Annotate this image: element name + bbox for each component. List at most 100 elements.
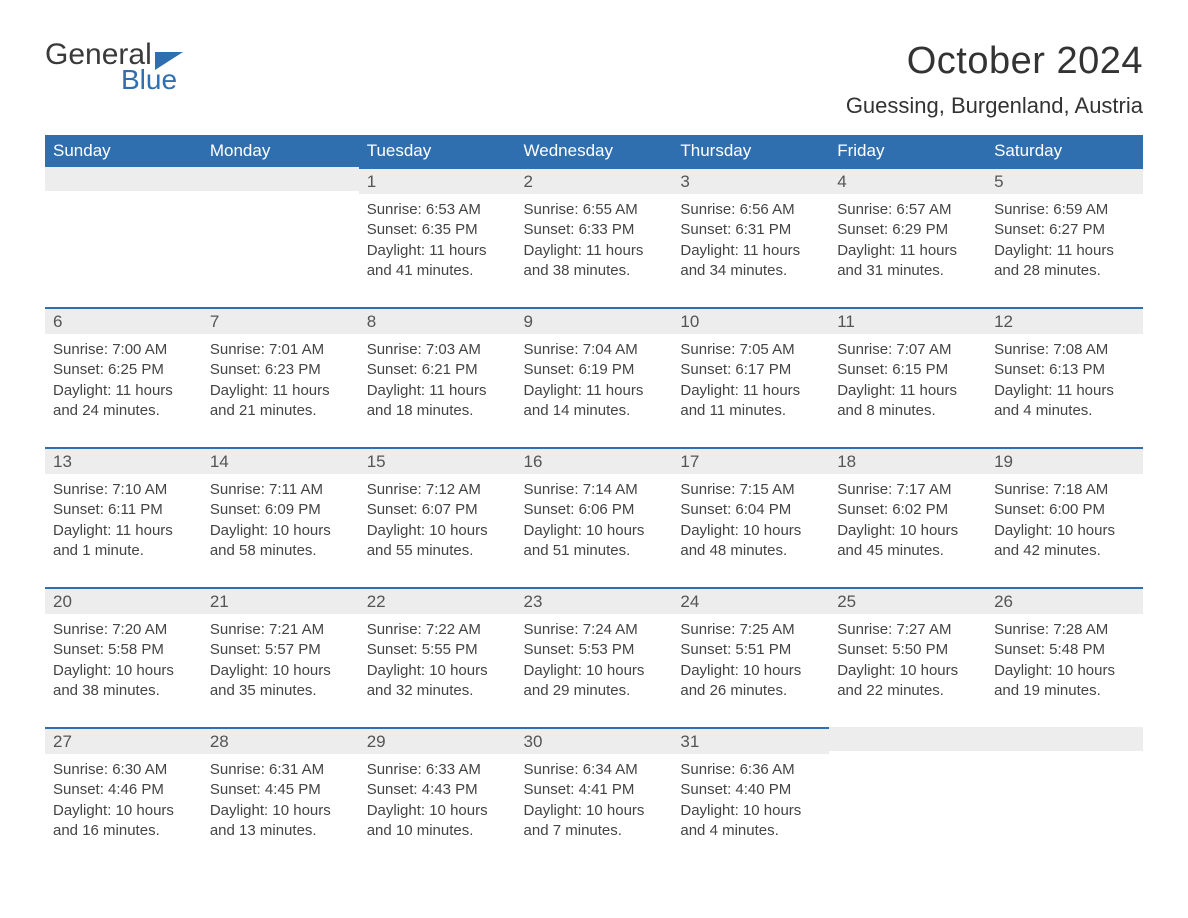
weekday-header: Friday [829, 135, 986, 167]
day-body: Sunrise: 7:04 AMSunset: 6:19 PMDaylight:… [516, 334, 673, 447]
sunset-line: Sunset: 6:17 PM [680, 360, 821, 380]
calendar-cell: 6Sunrise: 7:00 AMSunset: 6:25 PMDaylight… [45, 307, 202, 447]
day-number: 1 [359, 167, 516, 194]
day-body: Sunrise: 7:00 AMSunset: 6:25 PMDaylight:… [45, 334, 202, 447]
sunset-line: Sunset: 6:09 PM [210, 500, 351, 520]
daylight-line: Daylight: 10 hours and 16 minutes. [53, 801, 194, 842]
day-number: 17 [672, 447, 829, 474]
sunrise-line: Sunrise: 6:55 AM [524, 200, 665, 220]
sunset-line: Sunset: 5:48 PM [994, 640, 1135, 660]
calendar-cell: 20Sunrise: 7:20 AMSunset: 5:58 PMDayligh… [45, 587, 202, 727]
sunset-line: Sunset: 6:15 PM [837, 360, 978, 380]
empty-day [45, 167, 202, 191]
day-number: 8 [359, 307, 516, 334]
calendar-cell: 9Sunrise: 7:04 AMSunset: 6:19 PMDaylight… [516, 307, 673, 447]
sunrise-line: Sunrise: 7:05 AM [680, 340, 821, 360]
daylight-line: Daylight: 11 hours and 41 minutes. [367, 241, 508, 282]
daylight-line: Daylight: 11 hours and 28 minutes. [994, 241, 1135, 282]
daylight-line: Daylight: 11 hours and 21 minutes. [210, 381, 351, 422]
daylight-line: Daylight: 10 hours and 42 minutes. [994, 521, 1135, 562]
daylight-line: Daylight: 10 hours and 35 minutes. [210, 661, 351, 702]
calendar-cell [986, 727, 1143, 867]
sunrise-line: Sunrise: 7:24 AM [524, 620, 665, 640]
sunset-line: Sunset: 4:46 PM [53, 780, 194, 800]
day-body: Sunrise: 7:08 AMSunset: 6:13 PMDaylight:… [986, 334, 1143, 447]
day-body: Sunrise: 6:34 AMSunset: 4:41 PMDaylight:… [516, 754, 673, 867]
daylight-line: Daylight: 10 hours and 13 minutes. [210, 801, 351, 842]
day-body: Sunrise: 7:20 AMSunset: 5:58 PMDaylight:… [45, 614, 202, 727]
day-body: Sunrise: 7:18 AMSunset: 6:00 PMDaylight:… [986, 474, 1143, 587]
empty-day [986, 727, 1143, 751]
sunset-line: Sunset: 4:45 PM [210, 780, 351, 800]
calendar-cell: 16Sunrise: 7:14 AMSunset: 6:06 PMDayligh… [516, 447, 673, 587]
day-number: 19 [986, 447, 1143, 474]
sunset-line: Sunset: 6:11 PM [53, 500, 194, 520]
calendar-cell [45, 167, 202, 307]
calendar-cell: 10Sunrise: 7:05 AMSunset: 6:17 PMDayligh… [672, 307, 829, 447]
day-number: 15 [359, 447, 516, 474]
calendar-week-row: 1Sunrise: 6:53 AMSunset: 6:35 PMDaylight… [45, 167, 1143, 307]
daylight-line: Daylight: 10 hours and 19 minutes. [994, 661, 1135, 702]
day-number: 5 [986, 167, 1143, 194]
day-body: Sunrise: 7:24 AMSunset: 5:53 PMDaylight:… [516, 614, 673, 727]
day-body: Sunrise: 7:03 AMSunset: 6:21 PMDaylight:… [359, 334, 516, 447]
day-body: Sunrise: 7:07 AMSunset: 6:15 PMDaylight:… [829, 334, 986, 447]
day-body: Sunrise: 7:01 AMSunset: 6:23 PMDaylight:… [202, 334, 359, 447]
calendar-cell: 8Sunrise: 7:03 AMSunset: 6:21 PMDaylight… [359, 307, 516, 447]
sunset-line: Sunset: 6:06 PM [524, 500, 665, 520]
calendar-cell: 5Sunrise: 6:59 AMSunset: 6:27 PMDaylight… [986, 167, 1143, 307]
sunrise-line: Sunrise: 6:31 AM [210, 760, 351, 780]
sunset-line: Sunset: 6:25 PM [53, 360, 194, 380]
sunset-line: Sunset: 5:53 PM [524, 640, 665, 660]
weekday-header: Sunday [45, 135, 202, 167]
calendar-cell: 31Sunrise: 6:36 AMSunset: 4:40 PMDayligh… [672, 727, 829, 867]
sunset-line: Sunset: 6:29 PM [837, 220, 978, 240]
day-number: 6 [45, 307, 202, 334]
daylight-line: Daylight: 10 hours and 4 minutes. [680, 801, 821, 842]
daylight-line: Daylight: 11 hours and 31 minutes. [837, 241, 978, 282]
daylight-line: Daylight: 11 hours and 14 minutes. [524, 381, 665, 422]
sunset-line: Sunset: 5:55 PM [367, 640, 508, 660]
sunrise-line: Sunrise: 7:11 AM [210, 480, 351, 500]
day-body: Sunrise: 7:14 AMSunset: 6:06 PMDaylight:… [516, 474, 673, 587]
day-body: Sunrise: 7:21 AMSunset: 5:57 PMDaylight:… [202, 614, 359, 727]
day-body: Sunrise: 7:17 AMSunset: 6:02 PMDaylight:… [829, 474, 986, 587]
sunset-line: Sunset: 4:41 PM [524, 780, 665, 800]
sunset-line: Sunset: 6:07 PM [367, 500, 508, 520]
sunset-line: Sunset: 6:02 PM [837, 500, 978, 520]
calendar-week-row: 13Sunrise: 7:10 AMSunset: 6:11 PMDayligh… [45, 447, 1143, 587]
day-body: Sunrise: 7:12 AMSunset: 6:07 PMDaylight:… [359, 474, 516, 587]
day-body: Sunrise: 6:36 AMSunset: 4:40 PMDaylight:… [672, 754, 829, 867]
day-number: 26 [986, 587, 1143, 614]
sunrise-line: Sunrise: 7:00 AM [53, 340, 194, 360]
calendar-week-row: 20Sunrise: 7:20 AMSunset: 5:58 PMDayligh… [45, 587, 1143, 727]
day-body: Sunrise: 7:22 AMSunset: 5:55 PMDaylight:… [359, 614, 516, 727]
calendar-cell: 7Sunrise: 7:01 AMSunset: 6:23 PMDaylight… [202, 307, 359, 447]
day-body: Sunrise: 7:05 AMSunset: 6:17 PMDaylight:… [672, 334, 829, 447]
calendar-cell: 4Sunrise: 6:57 AMSunset: 6:29 PMDaylight… [829, 167, 986, 307]
page-header: General Blue October 2024 Guessing, Burg… [45, 40, 1143, 129]
calendar-cell: 24Sunrise: 7:25 AMSunset: 5:51 PMDayligh… [672, 587, 829, 727]
day-number: 14 [202, 447, 359, 474]
calendar-cell [202, 167, 359, 307]
day-number: 31 [672, 727, 829, 754]
daylight-line: Daylight: 10 hours and 55 minutes. [367, 521, 508, 562]
day-body: Sunrise: 6:55 AMSunset: 6:33 PMDaylight:… [516, 194, 673, 307]
day-number: 27 [45, 727, 202, 754]
sunrise-line: Sunrise: 6:53 AM [367, 200, 508, 220]
daylight-line: Daylight: 11 hours and 38 minutes. [524, 241, 665, 282]
day-number: 24 [672, 587, 829, 614]
daylight-line: Daylight: 10 hours and 22 minutes. [837, 661, 978, 702]
day-number: 11 [829, 307, 986, 334]
day-body: Sunrise: 7:10 AMSunset: 6:11 PMDaylight:… [45, 474, 202, 587]
sunrise-line: Sunrise: 7:17 AM [837, 480, 978, 500]
sunset-line: Sunset: 5:51 PM [680, 640, 821, 660]
calendar-cell: 28Sunrise: 6:31 AMSunset: 4:45 PMDayligh… [202, 727, 359, 867]
logo: General Blue [45, 40, 183, 94]
sunrise-line: Sunrise: 7:08 AM [994, 340, 1135, 360]
day-number: 13 [45, 447, 202, 474]
calendar-cell: 21Sunrise: 7:21 AMSunset: 5:57 PMDayligh… [202, 587, 359, 727]
sunrise-line: Sunrise: 7:14 AM [524, 480, 665, 500]
sunrise-line: Sunrise: 7:25 AM [680, 620, 821, 640]
sunset-line: Sunset: 6:27 PM [994, 220, 1135, 240]
